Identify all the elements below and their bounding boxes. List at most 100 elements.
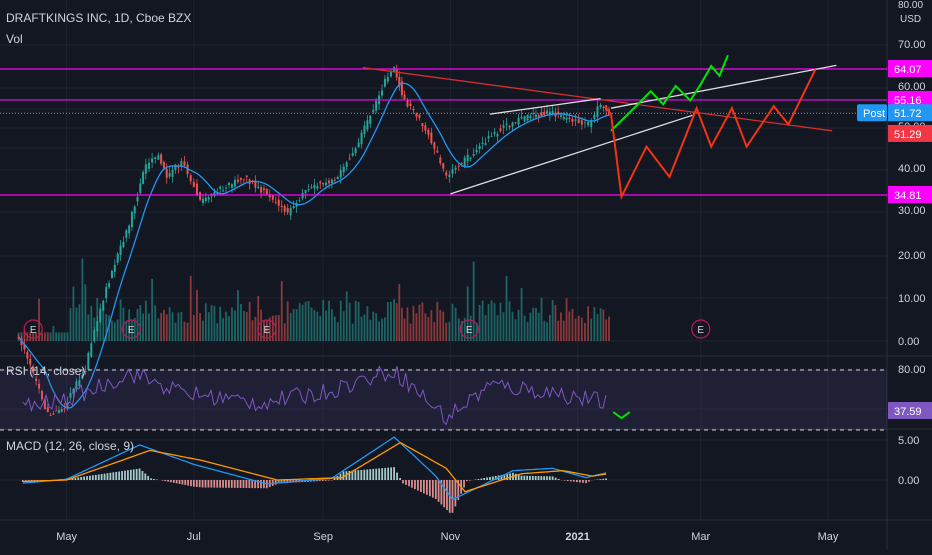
macd-hist-bar [193,480,195,487]
candle-body [263,188,265,190]
macd-hist-bar [237,480,239,488]
volume-bar [81,258,83,341]
candle-body [199,192,201,199]
volume-bar [419,305,421,341]
macd-hist-bar [80,477,82,480]
macd-hist-bar [466,480,468,481]
volume-bar [430,310,432,341]
candle-body [328,181,330,184]
candle-body [325,183,327,185]
volume-bar [322,300,324,341]
macd-hist-bar [405,480,407,485]
trendline [611,65,836,108]
volume-bar [364,314,366,341]
candle-body [322,183,324,184]
volume-bar [560,312,562,341]
macd-hist-bar [325,480,327,481]
volume-bar [387,302,389,341]
volume-bar [84,284,86,341]
volume-bar [355,301,357,341]
volume-bar [515,319,517,341]
macd-hist-bar [142,471,144,480]
volume-bar [225,312,227,341]
macd-hist-bar [133,469,135,480]
volume-bar [234,310,236,341]
volume-bar [325,310,327,341]
volume-bar [384,317,386,341]
candle-body [163,162,165,168]
volume-bar [410,324,412,341]
candle-body [421,123,423,126]
candle-body [313,185,315,188]
volume-bar [488,304,490,341]
candle-body [418,115,420,118]
volume-bar [44,332,46,341]
post-market-tag: Post [857,104,887,121]
volume-bar [485,315,487,341]
candle-body [375,101,377,111]
macd-hist-bar [378,468,380,480]
candle-body [134,206,136,213]
earnings-label: E [697,325,704,336]
volume-bar [154,305,156,341]
macd-hist-bar [234,480,236,488]
macd-hist-bar [546,476,548,480]
volume-bar [572,309,574,341]
candle-body [240,178,242,180]
macd-hist-bar [526,476,528,480]
price-axis-top-label: 80.00 [898,0,923,11]
candle-body [602,107,604,108]
volume-bar [593,307,595,341]
volume-bar [157,318,159,341]
macd-hist-bar [396,473,398,480]
macd-hist-bar [573,480,575,482]
candle-body [566,118,568,120]
macd-hist-bar [576,480,578,482]
volume-bar [211,305,213,341]
candle-body [491,136,493,137]
macd-hist-bar [423,480,425,493]
macd-hist-bar [535,476,537,480]
macd-hist-bar [480,479,482,480]
macd-hist-bar [153,479,155,480]
macd-hist-bar [486,478,488,480]
candle-body [541,112,543,116]
macd-hist-bar [463,480,465,487]
volume-bar [166,314,168,341]
volume-bar [308,301,310,341]
macd-hist-bar [179,480,181,484]
volume-bar [87,315,89,341]
time-axis-label: May [818,531,839,543]
price-axis-tick: 70.00 [898,39,926,51]
candle-body [246,176,248,177]
macd-hist-bar [89,476,91,480]
macd-hist-bar [582,480,584,483]
macd-title: MACD (12, 26, close, 9) [6,439,134,453]
volume-bar [55,332,57,341]
candle-body [190,175,192,181]
candle-body [169,173,171,177]
macd-hist-bar [77,477,79,480]
volume-bar [111,321,113,341]
candle-body [560,115,562,117]
macd-hist-bar [86,476,88,480]
volume-bar [319,316,321,341]
candle-body [93,330,95,341]
candle-body [521,117,523,118]
candle-body [90,343,92,356]
volume-bar [396,303,398,341]
candle-body [148,163,150,169]
candle-body [122,242,124,247]
macd-hist-bar [372,469,374,480]
last-price-tag: 51.29 [888,125,932,142]
macd-hist-bar [127,470,129,480]
volume-bar [407,307,409,341]
candle-body [482,143,484,144]
macd-hist-bar [426,480,428,495]
candle-body [436,151,438,153]
volume-bar [358,302,360,341]
volume-bar [169,307,171,341]
volume-bar [578,316,580,341]
candle-body [409,104,411,106]
